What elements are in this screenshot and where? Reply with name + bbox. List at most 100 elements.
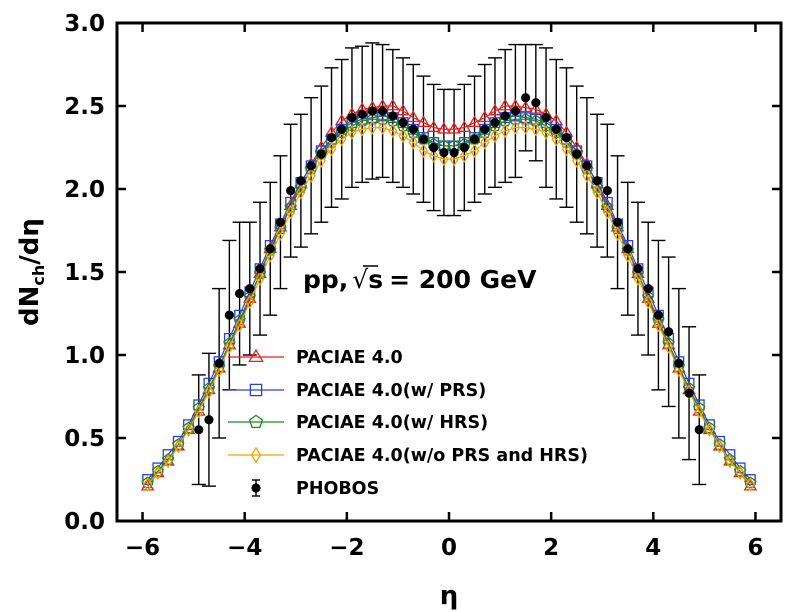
phobos-point bbox=[204, 415, 214, 425]
annotation-suffix: = 200 GeV bbox=[389, 265, 537, 294]
series-marker bbox=[296, 185, 306, 200]
x-axis-ticks: −6 −4 −2 0 2 4 6 bbox=[125, 23, 763, 561]
phobos-point bbox=[367, 106, 377, 116]
series-marker bbox=[151, 464, 165, 477]
series-marker bbox=[500, 123, 510, 139]
series-marker bbox=[529, 114, 543, 127]
series-marker bbox=[182, 421, 195, 434]
phobos-point bbox=[337, 124, 347, 134]
legend-item: PACIAE 4.0(w/o PRS and HRS) bbox=[228, 446, 588, 466]
y-axis-label-tail: /dη bbox=[15, 218, 45, 265]
series-marker bbox=[255, 271, 265, 286]
y-axis-label: dNch/dη bbox=[15, 218, 48, 326]
series-marker bbox=[457, 120, 472, 132]
phobos-point bbox=[572, 149, 582, 159]
series-marker bbox=[693, 399, 705, 411]
series-marker bbox=[273, 219, 288, 232]
series-marker bbox=[429, 148, 439, 163]
legend-item: PHOBOS bbox=[251, 479, 379, 499]
series-marker bbox=[377, 120, 388, 135]
legend-item: PACIAE 4.0(w/ HRS) bbox=[228, 413, 488, 433]
series-marker bbox=[550, 126, 563, 138]
series-marker bbox=[510, 120, 521, 135]
series-marker bbox=[723, 453, 737, 465]
series-marker bbox=[335, 126, 348, 138]
phobos-point bbox=[643, 284, 653, 294]
phobos-point bbox=[265, 244, 275, 254]
legend-item: PACIAE 4.0 bbox=[228, 348, 403, 368]
annotation-sqrt: √ bbox=[352, 265, 368, 294]
series-marker bbox=[469, 143, 480, 159]
series-marker bbox=[161, 453, 175, 465]
phobos-point bbox=[224, 310, 234, 320]
phobos-point bbox=[326, 132, 337, 143]
series-marker bbox=[304, 162, 318, 175]
series-marker bbox=[745, 477, 756, 492]
series-marker bbox=[602, 205, 613, 220]
legend: PACIAE 4.0 PACIAE 4.0(w/ PRS) PACIAE 4.0(w… bbox=[228, 348, 588, 499]
phobos-point bbox=[378, 106, 388, 116]
legend-label: PACIAE 4.0(w/ HRS) bbox=[296, 413, 488, 433]
phobos-point bbox=[551, 124, 561, 134]
series-marker bbox=[467, 115, 482, 127]
series-marker bbox=[693, 401, 706, 414]
series-marker bbox=[539, 119, 553, 132]
series-marker bbox=[275, 226, 286, 242]
series-marker bbox=[224, 339, 235, 354]
x-tick-label: 4 bbox=[645, 535, 661, 561]
phobos-point bbox=[674, 358, 684, 368]
annotation-s: s bbox=[368, 265, 383, 294]
phobos-point bbox=[653, 310, 664, 320]
phobos-point bbox=[592, 176, 602, 186]
series-marker bbox=[528, 102, 543, 114]
svg-text:pp,√s= 200 GeV: pp, √s = 200 GeV bbox=[303, 265, 537, 294]
series-marker bbox=[744, 476, 757, 489]
series-marker bbox=[572, 153, 582, 168]
y-axis-ticks: 0.0 0.5 1.0 1.5 2.0 2.5 3.0 bbox=[64, 11, 781, 535]
series-marker bbox=[490, 128, 500, 144]
phobos-point bbox=[439, 147, 449, 158]
series-marker bbox=[623, 248, 633, 263]
x-tick-label: −6 bbox=[125, 535, 160, 561]
series-marker bbox=[488, 103, 502, 116]
series-marker bbox=[610, 219, 625, 232]
series-marker bbox=[704, 422, 715, 437]
y-tick-label: 3.0 bbox=[64, 11, 105, 37]
series-marker bbox=[520, 120, 531, 135]
series-marker bbox=[612, 226, 623, 242]
phobos-point bbox=[541, 113, 551, 123]
phobos-point bbox=[459, 142, 469, 153]
phobos-point bbox=[255, 264, 265, 274]
series-marker bbox=[447, 121, 461, 134]
phobos-point bbox=[684, 388, 694, 398]
x-tick-label: 2 bbox=[543, 535, 559, 561]
legend-marker bbox=[249, 383, 263, 397]
phobos-point bbox=[347, 113, 357, 123]
series-marker bbox=[592, 185, 602, 200]
phobos-point bbox=[612, 217, 623, 227]
series-marker bbox=[694, 404, 704, 419]
series-marker bbox=[172, 438, 185, 450]
phobos-point bbox=[469, 134, 480, 144]
series-marker bbox=[582, 168, 592, 183]
series-marker bbox=[376, 112, 389, 125]
phobos-point bbox=[245, 284, 255, 294]
phobos-point bbox=[510, 106, 520, 116]
series-marker bbox=[449, 151, 459, 167]
series-marker bbox=[600, 198, 615, 210]
series-marker bbox=[173, 439, 183, 454]
series-marker bbox=[163, 454, 173, 469]
phobos-points bbox=[194, 93, 704, 435]
series-marker bbox=[283, 198, 298, 210]
series-marker bbox=[713, 438, 726, 450]
y-tick-label: 2.0 bbox=[64, 177, 105, 203]
legend-item: PACIAE 4.0(w/ PRS) bbox=[228, 381, 486, 401]
series-marker bbox=[531, 122, 541, 137]
series-marker bbox=[480, 135, 490, 150]
x-tick-label: −4 bbox=[227, 535, 262, 561]
series-marker bbox=[385, 98, 400, 111]
series-marker bbox=[345, 119, 359, 132]
series-marker bbox=[633, 271, 643, 286]
phobos-point bbox=[388, 111, 398, 121]
